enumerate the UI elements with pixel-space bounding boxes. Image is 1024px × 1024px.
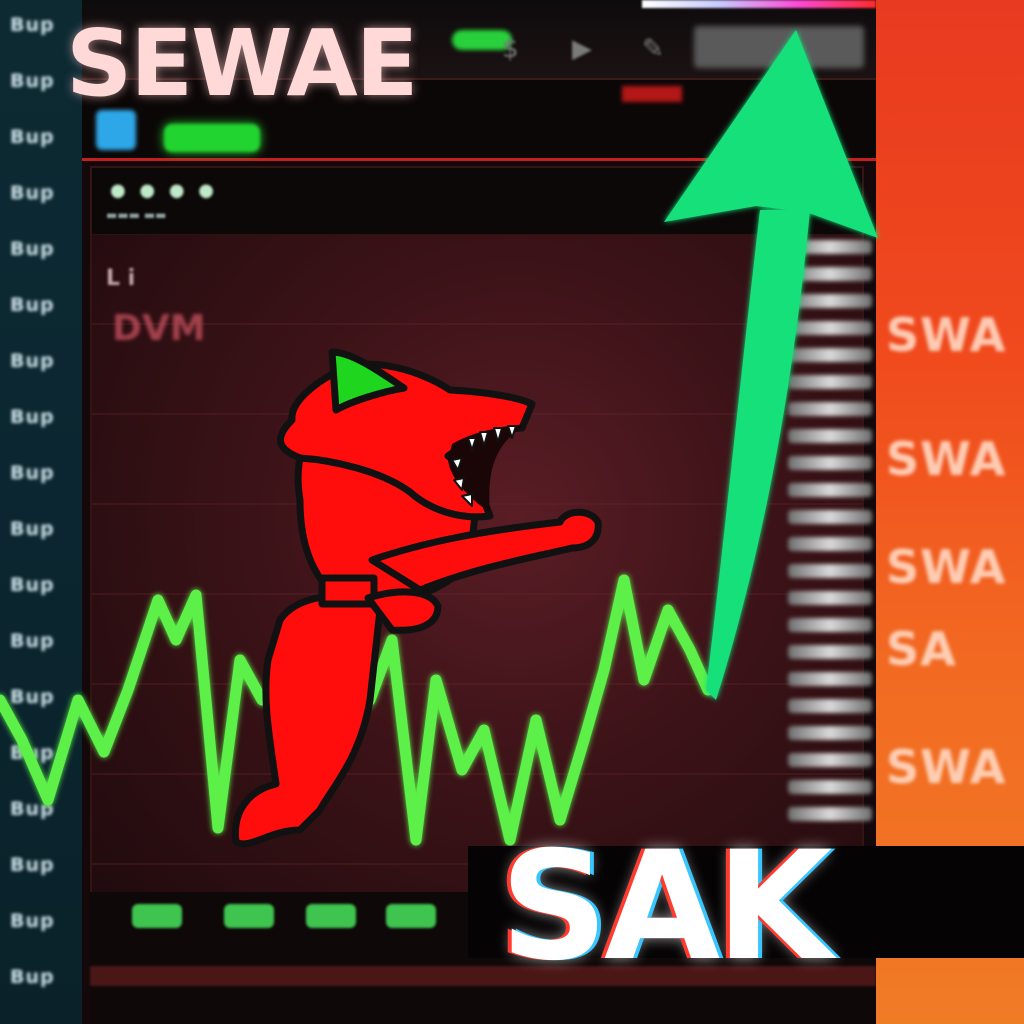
ticker-label: Bup xyxy=(10,350,55,372)
ladder-row xyxy=(788,321,872,335)
toolbar-accent-strip xyxy=(642,0,876,8)
order-chip[interactable] xyxy=(132,904,182,928)
ladder-row xyxy=(788,726,872,740)
ticker-label: Bup xyxy=(10,14,55,36)
ticker-label: Bup xyxy=(10,294,55,316)
ladder-row xyxy=(788,537,872,551)
ticker-label: Bup xyxy=(10,966,55,988)
ticker-label: Bup xyxy=(10,854,55,876)
pen-icon[interactable]: ✎ xyxy=(642,34,664,64)
app-toolbar: $ ▶ ✎ xyxy=(82,0,876,80)
sell-indicator xyxy=(622,86,682,102)
panel-status-dots: ● ● ● ● xyxy=(110,180,218,201)
ladder-row xyxy=(788,429,872,443)
left-ticker-column: Bup Bup Bup Bup Bup Bup Bup Bup Bup Bup Bup Bup Bup B… xyxy=(0,0,85,1024)
panel-subtitle: ▬▬▬ ▬▬ xyxy=(106,208,167,222)
ladder-row xyxy=(788,753,872,767)
ticker-label: Bup xyxy=(10,630,55,652)
red-creature-icon xyxy=(231,348,602,848)
bottom-input-bar[interactable] xyxy=(90,966,876,986)
ticker-label: Bup xyxy=(10,238,55,260)
right-panel-label: SWA xyxy=(886,740,1007,794)
ticker-label: Bup xyxy=(10,798,55,820)
ladder-row xyxy=(788,510,872,524)
buy-button[interactable] xyxy=(164,124,260,152)
ladder-row xyxy=(788,645,872,659)
order-chip[interactable] xyxy=(306,904,356,928)
ticker-label: Bup xyxy=(10,910,55,932)
up-arrow-icon xyxy=(664,30,878,700)
ladder-row xyxy=(788,240,872,254)
caption-backdrop xyxy=(468,846,1024,958)
chart-small-label: L i xyxy=(106,266,136,291)
ladder-row xyxy=(788,564,872,578)
ladder-row xyxy=(788,402,872,416)
ladder-row xyxy=(788,375,872,389)
ticker-label: Bup xyxy=(10,182,55,204)
ladder-row xyxy=(788,672,872,686)
dollar-icon[interactable]: $ xyxy=(502,34,519,64)
chart-symbol-label: DVM xyxy=(112,308,206,349)
ticker-label: Bup xyxy=(10,462,55,484)
ladder-row xyxy=(788,456,872,470)
order-chip[interactable] xyxy=(224,904,274,928)
ladder-row xyxy=(788,294,872,308)
ticker-label: Bup xyxy=(10,70,55,92)
meme-title: SEWAE xyxy=(66,10,418,117)
ladder-row xyxy=(788,780,872,794)
toolbar-toggle[interactable] xyxy=(452,30,512,50)
price-ladder xyxy=(780,240,876,840)
meme-caption: SAK xyxy=(500,820,832,994)
ticker-label: Bup xyxy=(10,518,55,540)
right-panel-label: SA xyxy=(886,622,957,676)
right-panel-label: SWA xyxy=(886,432,1007,486)
ladder-row xyxy=(788,483,872,497)
ladder-row xyxy=(788,591,872,605)
ticker-label: Bup xyxy=(10,574,55,596)
ladder-row xyxy=(788,699,872,713)
right-panel-label: SWA xyxy=(886,308,1007,362)
ticker-label: Bup xyxy=(10,686,55,708)
order-chip[interactable] xyxy=(386,904,436,928)
ladder-row xyxy=(788,348,872,362)
ladder-row xyxy=(788,267,872,281)
chat-icon[interactable] xyxy=(96,110,136,150)
play-icon[interactable]: ▶ xyxy=(572,34,592,64)
ticker-label: Bup xyxy=(10,126,55,148)
ladder-row xyxy=(788,807,872,821)
ticker-label: Bup xyxy=(10,406,55,428)
right-panel-label: SWA xyxy=(886,540,1007,594)
ladder-row xyxy=(788,618,872,632)
